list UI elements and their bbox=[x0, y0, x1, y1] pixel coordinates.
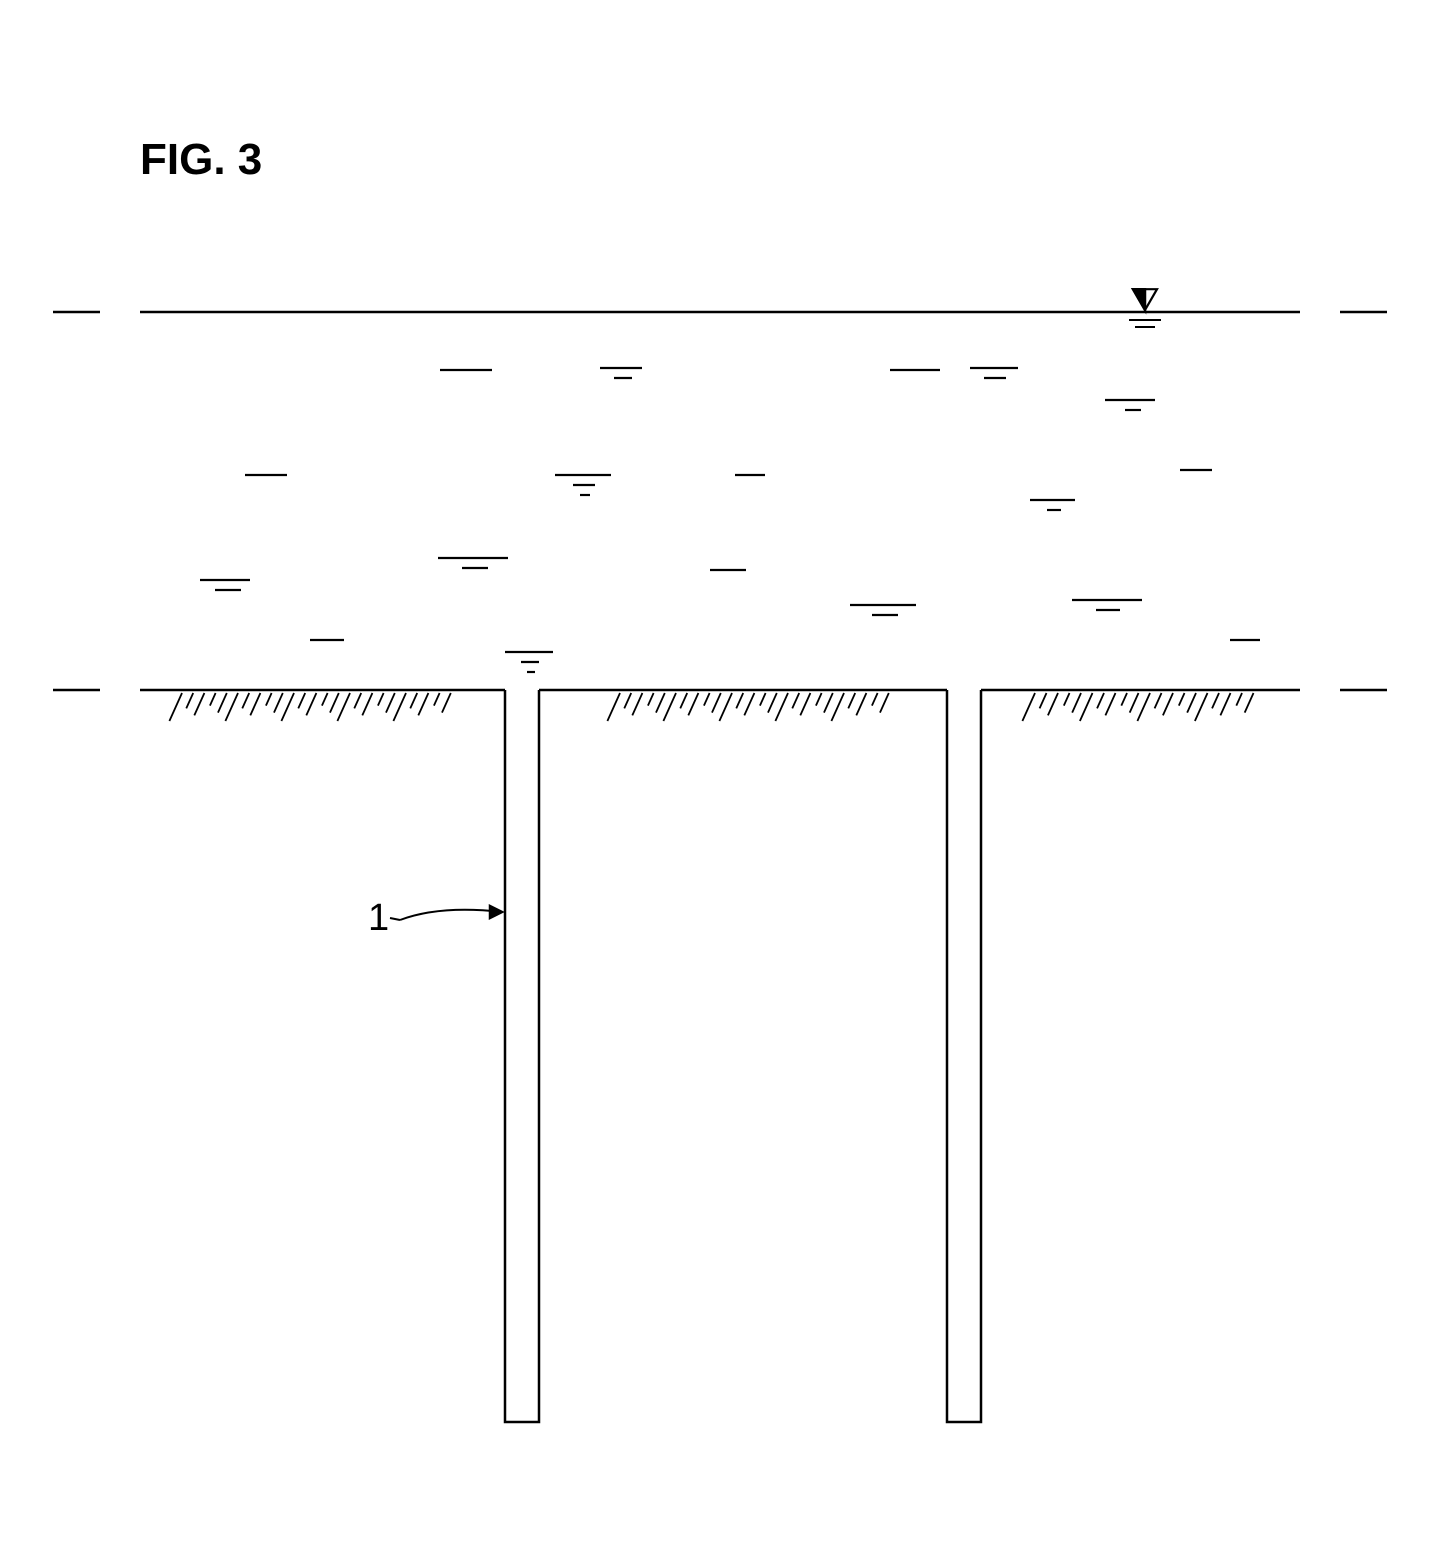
callout-1-arrowhead bbox=[490, 906, 502, 918]
callout-1-tick bbox=[390, 918, 400, 920]
diagram-svg: 1 bbox=[0, 0, 1437, 1556]
seabed-hatch-2 bbox=[607, 693, 888, 721]
pile-1 bbox=[505, 690, 539, 1422]
callout-1-label: 1 bbox=[368, 897, 389, 939]
seabed-hatch-3 bbox=[1022, 693, 1253, 721]
water-marker-fill bbox=[1133, 289, 1145, 310]
pile-2 bbox=[947, 690, 981, 1422]
seabed-hatch-1 bbox=[169, 693, 450, 721]
callout-1-leader bbox=[400, 910, 502, 920]
